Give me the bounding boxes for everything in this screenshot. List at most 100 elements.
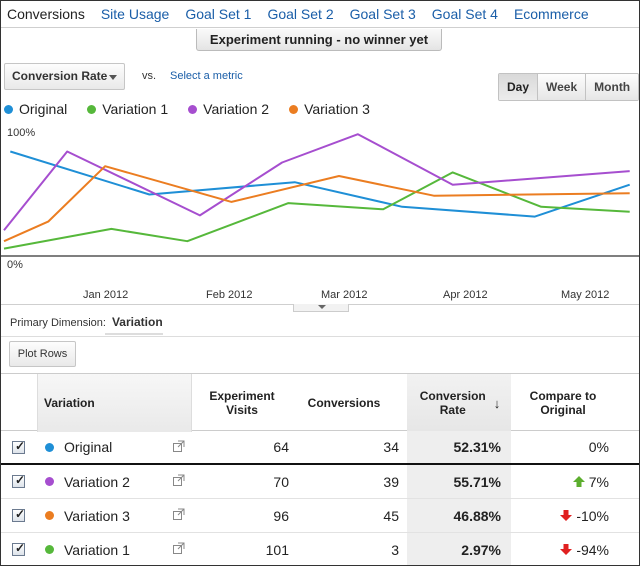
tab-conversions[interactable]: Conversions [7, 6, 85, 22]
active-dimension-indicator [105, 333, 163, 335]
variation-name: Variation 3 [64, 507, 130, 524]
check-icon: ✓ [15, 439, 26, 453]
range-day-button[interactable]: Day [499, 74, 538, 100]
x-tick-label: Mar 2012 [321, 289, 368, 301]
table-row[interactable]: ✓ Original 64 34 52.31% 0% [1, 431, 639, 465]
tab-goal-set-1[interactable]: Goal Set 1 [185, 6, 252, 22]
series-color-dot [45, 545, 54, 554]
compare-value: -10% [560, 499, 609, 532]
row-checkbox[interactable]: ✓ [12, 507, 26, 522]
tab-site-usage[interactable]: Site Usage [100, 6, 170, 22]
x-tick-label: Jan 2012 [83, 289, 129, 301]
chevron-down-icon [318, 305, 326, 309]
legend-label: Original [19, 101, 68, 117]
range-week-button[interactable]: Week [537, 74, 586, 100]
legend-dot [87, 104, 97, 114]
divider [1, 336, 639, 337]
compare-value: 0% [588, 439, 609, 455]
trend-down-icon [560, 510, 573, 521]
compare-text: 7% [588, 473, 609, 490]
row-checkbox[interactable]: ✓ [12, 541, 25, 556]
row-checkbox[interactable]: ✓ [12, 439, 26, 454]
visits-value: 70 [273, 473, 289, 490]
column-header-visits[interactable]: Experiment Visits [197, 374, 287, 432]
y-tick-max: 100% [7, 127, 36, 139]
tab-ecommerce[interactable]: Ecommerce [513, 6, 589, 22]
chart-canvas [1, 133, 639, 257]
legend-dot [188, 104, 198, 114]
metric-dropdown[interactable]: Conversion Rate [4, 63, 125, 90]
experiment-status-banner: Experiment running - no winner yet [196, 29, 442, 51]
legend-item-original[interactable]: Original [4, 101, 67, 117]
variations-table: Variation Experiment Visits Conversions … [1, 373, 639, 565]
column-header-label: Conversions [307, 396, 381, 410]
compare-value: 7% [572, 465, 609, 498]
series-line-variation-3[interactable] [3, 165, 630, 243]
legend-label: Variation 1 [102, 101, 169, 117]
compare-text: -10% [576, 507, 609, 524]
external-link-icon[interactable] [173, 474, 185, 486]
table-row[interactable]: ✓ Variation 1 101 3 2.97% -94% [1, 533, 639, 565]
conversion-rate-chart: 100% 0% Jan 2012 Feb 2012 Mar 2012 Apr 2… [1, 125, 639, 305]
conversions-value: 34 [383, 439, 399, 455]
plot-rows-button[interactable]: Plot Rows [9, 341, 76, 367]
table-row[interactable]: ✓ Variation 3 96 45 46.88% -10% [1, 499, 639, 533]
legend-item-variation-3[interactable]: Variation 3 [289, 101, 370, 117]
x-tick-label: May 2012 [561, 289, 610, 301]
report-tabs: Conversions Site Usage Goal Set 1 Goal S… [1, 1, 639, 27]
tab-goal-set-3[interactable]: Goal Set 3 [349, 6, 416, 22]
compare-text: -94% [576, 541, 609, 558]
select-metric-link[interactable]: Select a metric [170, 70, 243, 82]
primary-dimension-label: Primary Dimension: [10, 317, 106, 329]
rate-cell-bg [407, 431, 511, 463]
range-month-button[interactable]: Month [585, 74, 639, 100]
column-header-compare[interactable]: Compare to Original [515, 374, 611, 432]
conversion-rate-value: 52.31% [453, 439, 501, 455]
external-link-icon[interactable] [173, 508, 185, 520]
visits-value: 96 [273, 507, 289, 524]
legend-dot [4, 104, 13, 114]
column-header-conversions[interactable]: Conversions [297, 374, 391, 432]
conversions-value: 3 [391, 541, 399, 558]
series-line-original[interactable] [10, 150, 631, 218]
chart-series-layer [3, 133, 631, 250]
check-icon: ✓ [15, 507, 26, 521]
column-header-variation[interactable]: Variation [37, 374, 192, 432]
conversions-value: 39 [383, 473, 399, 490]
rate-cell-bg [407, 533, 511, 565]
vs-label: vs. [142, 70, 157, 82]
row-checkbox[interactable]: ✓ [12, 473, 26, 488]
x-tick-label: Apr 2012 [443, 289, 488, 301]
external-link-icon[interactable] [173, 542, 185, 554]
variation-name: Original [64, 439, 113, 455]
conversion-rate-value: 46.88% [453, 507, 501, 524]
conversion-rate-value: 55.71% [453, 473, 501, 490]
variation-name: Variation 2 [64, 473, 130, 490]
compare-value: -94% [560, 533, 609, 565]
trend-down-icon [560, 544, 573, 555]
chart-resize-handle[interactable] [293, 304, 349, 312]
series-line-variation-2[interactable] [3, 133, 630, 231]
divider [1, 27, 639, 28]
external-link-icon[interactable] [173, 440, 185, 452]
rate-cell-bg [407, 465, 511, 498]
sort-down-icon: ↓ [493, 395, 501, 411]
column-header-label: Variation [44, 396, 95, 410]
chevron-down-icon [109, 75, 117, 80]
visits-value: 64 [273, 439, 289, 455]
legend-item-variation-1[interactable]: Variation 1 [87, 101, 168, 117]
legend-item-variation-2[interactable]: Variation 2 [188, 101, 269, 117]
chart-legend: Original Variation 1 Variation 2 Variati… [4, 101, 390, 117]
primary-dimension-value[interactable]: Variation [111, 315, 163, 329]
check-icon: ✓ [15, 473, 26, 487]
tab-goal-set-2[interactable]: Goal Set 2 [267, 6, 334, 22]
table-row[interactable]: ✓ Variation 2 70 39 55.71% 7% [1, 465, 639, 499]
column-header-rate[interactable]: Conversion Rate ↓ [407, 374, 511, 432]
legend-label: Variation 2 [203, 101, 270, 117]
tab-goal-set-4[interactable]: Goal Set 4 [431, 6, 498, 22]
series-line-variation-1[interactable] [3, 171, 630, 250]
rate-cell-bg [407, 499, 511, 532]
trend-up-icon [572, 476, 585, 487]
conversion-rate-value: 2.97% [461, 541, 501, 558]
